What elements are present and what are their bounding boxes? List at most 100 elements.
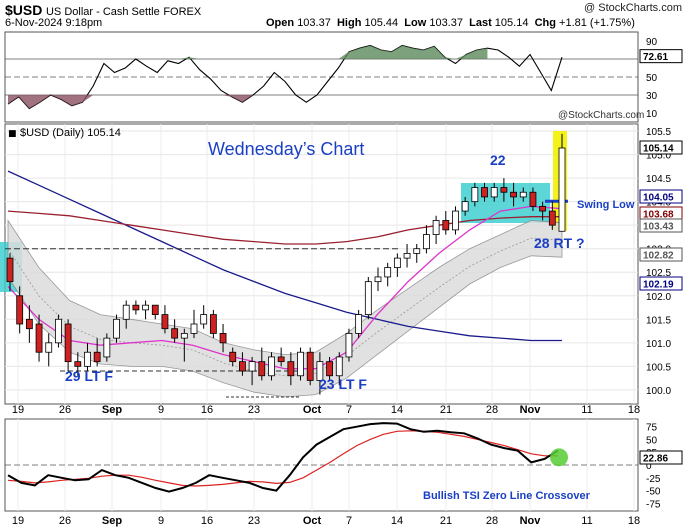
candle-body bbox=[364, 281, 372, 315]
x-tick-label: Nov bbox=[520, 515, 542, 527]
crossover-marker bbox=[550, 448, 568, 467]
y-tick-label: 100.5 bbox=[646, 362, 671, 373]
x-tick-label: Sep bbox=[102, 515, 122, 527]
candle-body bbox=[432, 220, 440, 235]
band-midline bbox=[7, 237, 563, 377]
price-badge: 103.43 bbox=[643, 222, 674, 233]
price-badge: 105.14 bbox=[643, 144, 674, 155]
price-badge-box bbox=[639, 218, 683, 233]
tsi-annotation: Bullish TSI Zero Line Crossover bbox=[423, 490, 591, 502]
candle-body bbox=[229, 351, 237, 363]
candle-body bbox=[316, 361, 324, 381]
candle-body bbox=[6, 257, 14, 283]
candle-body bbox=[103, 337, 111, 358]
candle-body bbox=[74, 361, 82, 367]
x-tick-label: 19 bbox=[12, 515, 24, 527]
x-tick-label: Nov bbox=[520, 404, 542, 416]
last-value: 105.14 bbox=[494, 17, 529, 29]
candle-body bbox=[258, 361, 266, 377]
price-badge: 103.68 bbox=[643, 210, 674, 221]
tsi-badge: 22.86 bbox=[643, 454, 668, 465]
y-tick-label: 101.0 bbox=[646, 339, 671, 350]
x-tick-label: 9 bbox=[158, 515, 164, 527]
tsi-y-tick: 0 bbox=[646, 461, 652, 472]
x-tick-label: 26 bbox=[59, 515, 71, 527]
x-tick-label: 21 bbox=[440, 515, 452, 527]
y-tick-label: 105.5 bbox=[646, 127, 671, 138]
x-tick-label: 23 bbox=[248, 515, 260, 527]
candle-body bbox=[142, 304, 149, 311]
header-date: 6-Nov-2024 9:18pm bbox=[5, 17, 103, 29]
x-tick-label: 14 bbox=[391, 404, 403, 416]
x-tick-label: 18 bbox=[628, 515, 640, 527]
candle-body bbox=[268, 356, 275, 377]
ma-line-red bbox=[7, 210, 562, 245]
x-tick-label: 28 bbox=[486, 515, 498, 527]
candle-body bbox=[180, 333, 188, 339]
candle-body bbox=[171, 328, 179, 339]
y-tick-label: 102.0 bbox=[646, 292, 671, 303]
candle-body bbox=[151, 304, 159, 315]
main-legend: $USD (Daily) 105.14 bbox=[20, 127, 121, 139]
candle-body bbox=[413, 248, 421, 254]
candle-body bbox=[374, 276, 382, 283]
note-23-ltf: 23 LT F bbox=[319, 376, 367, 392]
candle-body bbox=[452, 210, 459, 231]
candle-body bbox=[442, 220, 450, 231]
x-tick-label: 9 bbox=[158, 404, 164, 416]
candlesticks bbox=[6, 133, 566, 395]
candle-body bbox=[519, 191, 527, 198]
x-axis-ticks: 19 19 26 26 Sep Sep 9 9 16 16 23 23 Oct Oct 7 7 14 14 21 21… bbox=[12, 404, 640, 527]
symbol: $USD bbox=[5, 2, 43, 18]
high-label: High bbox=[336, 17, 362, 29]
header-title: $USD US Dollar - Cash Settle FOREX bbox=[5, 2, 201, 18]
candle-body bbox=[219, 333, 227, 344]
candle-body bbox=[510, 191, 517, 198]
candle-body bbox=[345, 333, 353, 358]
candle-body bbox=[35, 323, 43, 353]
top-y-tick: 10 bbox=[646, 109, 658, 120]
top-indicator-line bbox=[7, 44, 563, 110]
y-tick-label: 100.0 bbox=[646, 386, 671, 397]
band-area bbox=[7, 219, 563, 398]
candle-body bbox=[393, 257, 401, 268]
x-tick-label: 16 bbox=[201, 404, 213, 416]
candle-body bbox=[25, 318, 33, 330]
note-22: 22 bbox=[490, 152, 506, 168]
candle-body bbox=[423, 234, 430, 250]
candle-body bbox=[84, 351, 91, 367]
candle-body bbox=[297, 351, 304, 377]
open-label: Open bbox=[266, 17, 295, 29]
x-tick-label: Oct bbox=[303, 515, 322, 527]
moving-averages bbox=[7, 170, 563, 370]
price-badge-box bbox=[639, 247, 683, 262]
x-tick-label: 14 bbox=[391, 515, 403, 527]
ma-line-blue bbox=[7, 170, 562, 342]
top-y-tick: 90 bbox=[646, 37, 658, 48]
tsi-y-tick: -50 bbox=[646, 487, 661, 498]
ma-line-pink bbox=[7, 205, 563, 370]
chart-note-title: Wednesday’s Chart bbox=[208, 139, 364, 159]
y-tick-label: 104.5 bbox=[646, 174, 671, 185]
candle-body bbox=[93, 351, 101, 363]
price-badge-box bbox=[639, 276, 683, 291]
candle-body bbox=[529, 191, 537, 207]
candle-body bbox=[481, 187, 488, 198]
note-swing-low: Swing Low bbox=[577, 199, 635, 211]
y-tick-label: 105.0 bbox=[646, 151, 671, 162]
open-value: 103.37 bbox=[297, 17, 331, 29]
candle-body bbox=[384, 267, 392, 278]
price-badge: 102.19 bbox=[643, 280, 674, 291]
top-oversold-fill bbox=[8, 95, 264, 109]
candle-body bbox=[461, 201, 469, 212]
tsi-y-tick: 75 bbox=[646, 423, 658, 434]
candle-body bbox=[306, 351, 314, 381]
envelope-band bbox=[7, 219, 563, 398]
ohlc-readout: Open 103.37 High 105.44 Low 103.37 Last … bbox=[266, 17, 635, 29]
instrument-name: US Dollar - Cash Settle bbox=[45, 6, 160, 18]
x-tick-label: 26 bbox=[59, 404, 71, 416]
candle-body bbox=[500, 187, 508, 193]
x-tick-label: 11 bbox=[581, 404, 592, 416]
